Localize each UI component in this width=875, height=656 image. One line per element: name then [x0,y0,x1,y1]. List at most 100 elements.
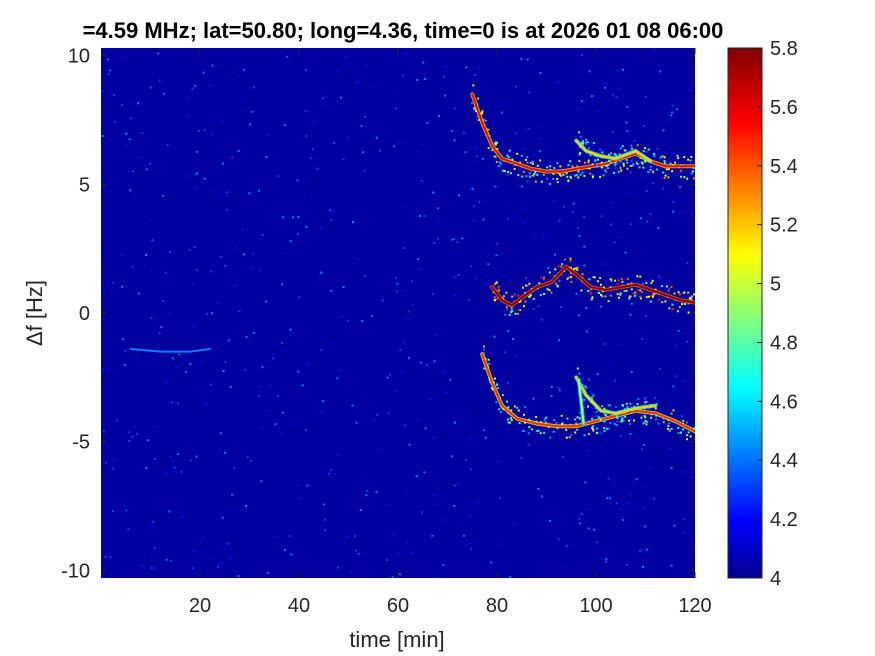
noise-speck [243,253,245,256]
trace-speck [664,174,667,177]
noise-speck [399,370,402,373]
trace-speck [519,161,521,164]
trace-speck [585,387,588,390]
noise-speck [422,61,425,64]
noise-speck [585,527,588,529]
noise-speck [114,120,117,123]
trace-speck [580,141,583,144]
trace-speck [523,413,525,416]
noise-speck [337,453,340,456]
noise-speck [581,345,584,348]
noise-speck [320,410,323,413]
noise-speck [306,263,309,266]
noise-speck [267,465,270,467]
trace-speck [616,283,619,286]
noise-speck [640,123,643,126]
trace-speck [650,294,653,297]
noise-speck [337,566,339,569]
noise-speck [471,187,474,190]
trace-speck [590,406,593,409]
trace-speck [578,372,581,375]
noise-speck [692,291,695,294]
noise-speck [322,503,325,506]
noise-speck [189,363,192,366]
noise-speck [366,490,369,492]
trace-speck [576,165,579,168]
trace-speck [689,159,692,162]
noise-speck [543,419,546,422]
noise-speck [410,280,413,283]
noise-speck [307,367,310,369]
noise-speck [580,538,583,541]
trace-speck [654,397,657,400]
trace-speck [506,418,509,421]
noise-speck [436,576,439,578]
noise-speck [460,76,463,79]
noise-speck [575,292,578,295]
noise-speck [600,390,603,393]
trace-speck [580,379,582,382]
noise-speck [184,175,187,178]
trace-speck [644,147,647,150]
trace-speck [542,173,545,176]
noise-speck [454,572,456,575]
trace-speck [608,404,611,407]
noise-speck [629,223,632,226]
noise-speck [629,418,632,421]
trace-speck [524,300,527,303]
noise-speck [537,305,540,308]
trace-speck [645,150,648,153]
noise-speck [395,107,398,110]
noise-speck [609,544,612,547]
noise-speck [498,497,501,500]
trace-speck [496,384,499,387]
noise-speck [252,252,255,255]
trace-speck [542,278,545,281]
noise-speck [470,265,473,268]
trace-speck [529,161,532,164]
noise-speck [416,79,418,82]
trace-speck [136,356,139,359]
trace-speck [576,416,579,419]
noise-speck [224,361,227,364]
noise-speck [526,335,529,338]
noise-speck [674,344,677,347]
trace-speck [686,434,689,437]
noise-speck [191,567,194,570]
trace-speck [595,427,598,430]
noise-speck [574,170,577,173]
trace-speck [539,432,542,435]
noise-speck [193,497,196,500]
noise-speck [571,210,574,213]
noise-speck [464,151,467,154]
trace-speck [632,163,635,166]
noise-speck [429,398,432,401]
noise-speck [234,284,236,287]
noise-speck [454,421,456,424]
trace-speck [693,177,695,180]
noise-speck [446,452,449,455]
noise-speck [379,166,382,169]
trace-speck [619,293,622,296]
noise-speck [291,216,294,219]
trace-speck [548,271,551,274]
noise-speck [549,436,552,439]
trace-speck [581,376,584,379]
noise-speck [609,497,612,500]
trace-speck [534,171,537,173]
noise-speck [113,94,116,97]
trace-speck [670,427,673,430]
noise-speck [526,180,529,183]
noise-speck [297,233,300,235]
noise-speck [432,191,435,194]
trace-speck [530,428,533,431]
noise-speck [229,385,232,388]
trace-lower-secondary [575,376,657,415]
trace-speck [566,417,569,420]
noise-speck [408,356,411,359]
noise-speck [329,468,332,471]
noise-speck [596,373,599,376]
noise-speck [684,470,687,473]
trace-speck [626,406,629,408]
trace-speck [518,422,521,425]
